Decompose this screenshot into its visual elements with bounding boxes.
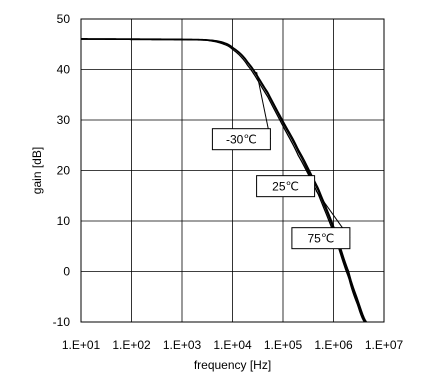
y-tick-label: 40 xyxy=(57,63,71,77)
y-tick-label: 50 xyxy=(57,12,71,26)
series-lines xyxy=(81,38,368,323)
plot-frame xyxy=(80,18,385,323)
x-tick-label: 1.E+03 xyxy=(163,338,202,352)
y-tick-label: 0 xyxy=(63,265,70,279)
series-annotations: -30℃ 25℃ 75℃ xyxy=(211,71,351,250)
annotation-label: 25℃ xyxy=(272,180,299,194)
x-tick-label: 1.E+01 xyxy=(62,338,101,352)
annotation-box xyxy=(291,227,351,250)
annotation-leader-line xyxy=(256,71,271,140)
grid xyxy=(80,18,385,323)
x-tick-label: 1.E+05 xyxy=(264,338,303,352)
annotation-label: -30℃ xyxy=(226,133,257,147)
x-tick-label: 1.E+06 xyxy=(314,338,353,352)
series-line xyxy=(81,38,365,323)
x-tick-label: 1.E+02 xyxy=(112,338,151,352)
x-tick-label: 1.E+07 xyxy=(365,338,404,352)
series-line xyxy=(81,38,367,323)
annotation-label: 75℃ xyxy=(307,232,334,246)
annotation-box xyxy=(256,175,316,198)
x-tick-label: 1.E+04 xyxy=(213,338,252,352)
x-axis-label: frequency [Hz] xyxy=(194,358,271,372)
y-tick-label: -10 xyxy=(53,315,71,329)
y-tick-label: 30 xyxy=(57,113,71,127)
annotation-box xyxy=(211,128,271,151)
y-axis-label: gain [dB] xyxy=(30,147,44,194)
x-tick-labels: 1.E+01 1.E+02 1.E+03 1.E+04 1.E+05 1.E+06 1.E+… xyxy=(62,338,404,352)
series-line xyxy=(81,38,368,323)
y-tick-label: 10 xyxy=(57,214,71,228)
y-tick-labels: 50 40 30 20 10 0 -10 xyxy=(53,12,71,329)
y-tick-label: 20 xyxy=(57,164,71,178)
